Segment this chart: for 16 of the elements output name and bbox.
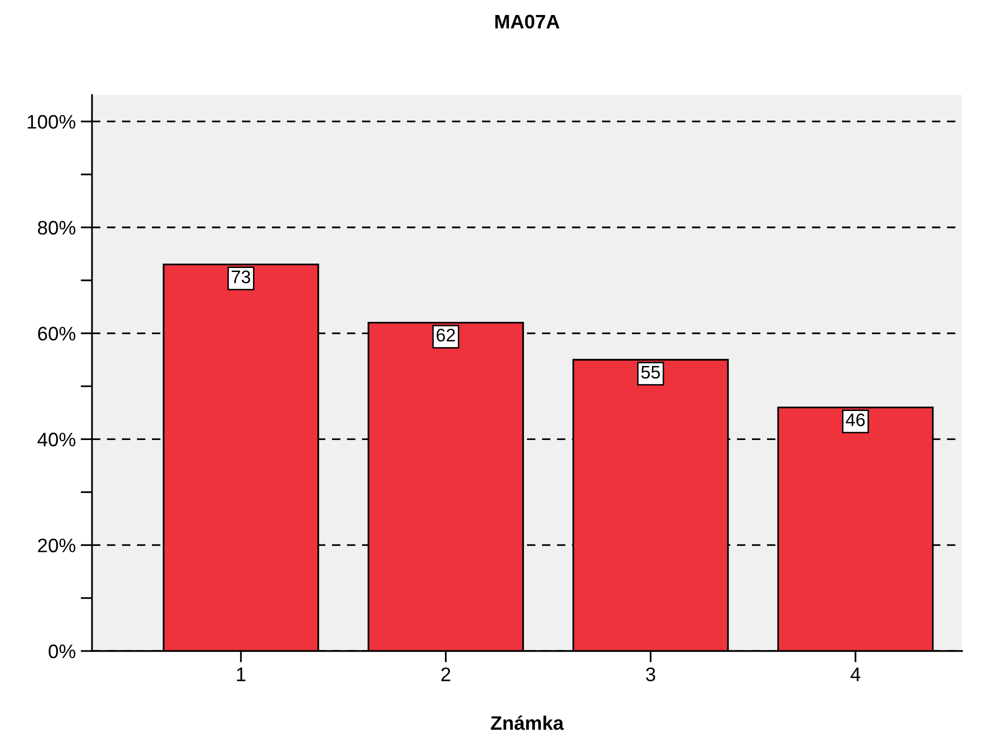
chart-title: MA07A xyxy=(495,14,560,29)
data-label: 55 xyxy=(641,366,660,379)
y-tick-label: 80% xyxy=(38,220,76,235)
data-label: 62 xyxy=(436,328,455,342)
y-tick-label: 20% xyxy=(38,538,76,552)
x-tick-label: 3 xyxy=(646,667,656,682)
y-tick-label: 60% xyxy=(38,326,76,341)
x-tick-label: 4 xyxy=(850,668,860,682)
x-tick-label: 2 xyxy=(441,667,450,682)
y-tick-label: 40% xyxy=(38,432,76,446)
data-label: 46 xyxy=(846,413,865,426)
y-tick-label: 0% xyxy=(48,644,76,658)
x-tick-label: 1 xyxy=(237,668,246,682)
x-axis-title: Známka xyxy=(490,715,564,730)
y-tick-label: 100% xyxy=(28,114,76,129)
data-label: 73 xyxy=(232,270,250,284)
